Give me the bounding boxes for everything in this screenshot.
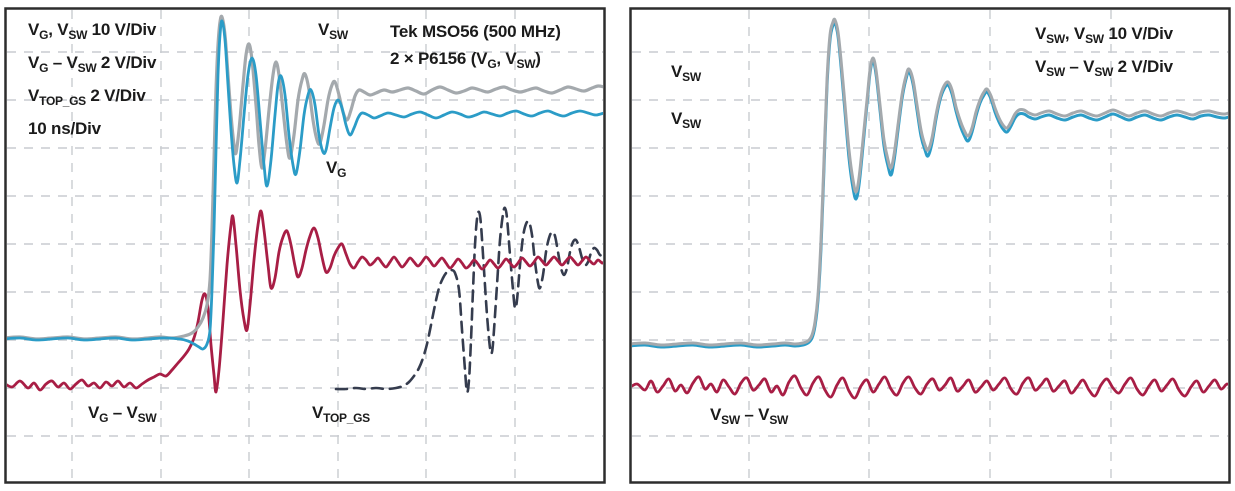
panel-border bbox=[629, 7, 1231, 484]
scope-panel-right bbox=[629, 7, 1231, 484]
trace-label-vtop-gs: VTOP_GS bbox=[312, 403, 370, 425]
trace-label-vsw-a: VSW bbox=[671, 62, 701, 84]
panel-border bbox=[4, 7, 606, 484]
right-scale-note: VSW, VSW 10 V/Div VSW – VSW 2 V/Div bbox=[1035, 20, 1173, 86]
instrument-note-line: 2 × P6156 (VG, VSW) bbox=[390, 49, 541, 71]
scale-note-line: VTOP_GS 2 V/Div bbox=[28, 86, 146, 108]
instrument-note-line: Tek MSO56 (500 MHz) bbox=[390, 22, 561, 41]
left-scale-note: VG, VSW 10 V/Div VG – VSW 2 V/Div VTOP_G… bbox=[28, 16, 156, 142]
scale-note-line: VSW – VSW 2 V/Div bbox=[1035, 57, 1173, 79]
scale-note-line: VG – VSW 2 V/Div bbox=[28, 53, 157, 75]
trace-vsw bbox=[7, 14, 603, 341]
trace-label-vsw-left: VSW bbox=[318, 20, 348, 42]
grid bbox=[632, 10, 1228, 481]
trace-label-vsw-b: VSW bbox=[671, 109, 701, 131]
trace-label-vsw-minus-vsw: VSW – VSW bbox=[710, 405, 789, 427]
scale-note-line: 10 ns/Div bbox=[28, 119, 101, 138]
trace-vsw_minus_vsw bbox=[632, 374, 1228, 400]
trace-label-vg: VG bbox=[326, 158, 347, 180]
trace-vg bbox=[7, 19, 603, 351]
scope-panel-left bbox=[4, 7, 606, 484]
grid bbox=[7, 10, 603, 481]
instrument-note: Tek MSO56 (500 MHz) 2 × P6156 (VG, VSW) bbox=[390, 18, 561, 78]
trace-vg_minus_vsw bbox=[7, 209, 603, 394]
panel-background bbox=[629, 7, 1231, 484]
scale-note-line: VSW, VSW 10 V/Div bbox=[1035, 24, 1173, 46]
trace-vsw_a bbox=[632, 17, 1228, 347]
trace-vtop_gs bbox=[334, 206, 603, 394]
trace-label-vg-minus-vsw: VG – VSW bbox=[88, 403, 157, 425]
scale-note-line: VG, VSW 10 V/Div bbox=[28, 20, 157, 42]
